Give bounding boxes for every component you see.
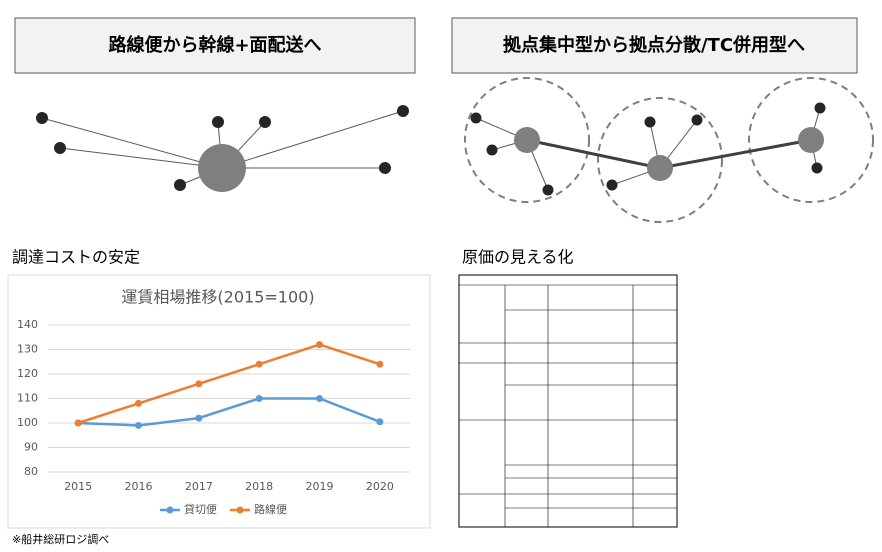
legend-label: 貸切便	[184, 502, 217, 516]
y-tick-label: 100	[17, 416, 38, 429]
data-point	[376, 418, 384, 426]
x-tick-label: 2018	[245, 480, 273, 493]
data-point	[376, 360, 384, 368]
data-point	[255, 360, 263, 368]
y-tick-label: 90	[24, 441, 38, 454]
left-header-box	[14, 17, 416, 74]
x-tick-label: 2015	[64, 480, 92, 493]
series-line	[78, 397, 381, 427]
hub-diagram	[36, 105, 409, 192]
data-point	[316, 395, 323, 402]
section-title: 調達コストの安定	[12, 248, 140, 267]
data-point	[135, 421, 142, 429]
legend-marker	[166, 506, 174, 514]
section-title: 原価の見える化	[462, 248, 574, 267]
chart-frame	[7, 274, 431, 529]
y-tick-label: 140	[17, 318, 38, 331]
y-tick-label: 110	[17, 392, 38, 405]
series-line	[77, 343, 381, 425]
data-point	[316, 341, 323, 349]
legend-marker	[236, 506, 244, 514]
data-point	[135, 399, 142, 407]
x-tick-label: 2020	[366, 480, 394, 493]
x-tick-label: 2017	[185, 480, 213, 493]
x-tick-label: 2019	[306, 480, 334, 493]
data-point	[195, 414, 203, 422]
right-header-box	[451, 17, 858, 74]
chart-title: 運賃相場推移(2015=100)	[121, 288, 314, 307]
data-point	[74, 419, 82, 427]
right-header: 拠点集中型から拠点分散/TC併用型へ	[503, 34, 805, 56]
y-tick-label: 80	[24, 465, 38, 478]
legend-label: 路線便	[254, 502, 287, 516]
y-tick-label: 120	[17, 367, 38, 380]
data-point	[255, 395, 263, 402]
distributed-diagram	[464, 77, 874, 223]
left-header: 路線便から幹線+面配送へ	[108, 34, 321, 56]
y-tick-label: 130	[17, 343, 38, 356]
x-tick-label: 2016	[125, 480, 153, 493]
cost-table	[458, 274, 678, 528]
data-point	[195, 380, 203, 388]
source-note: ※船井総研ロジ調べ	[12, 532, 109, 546]
